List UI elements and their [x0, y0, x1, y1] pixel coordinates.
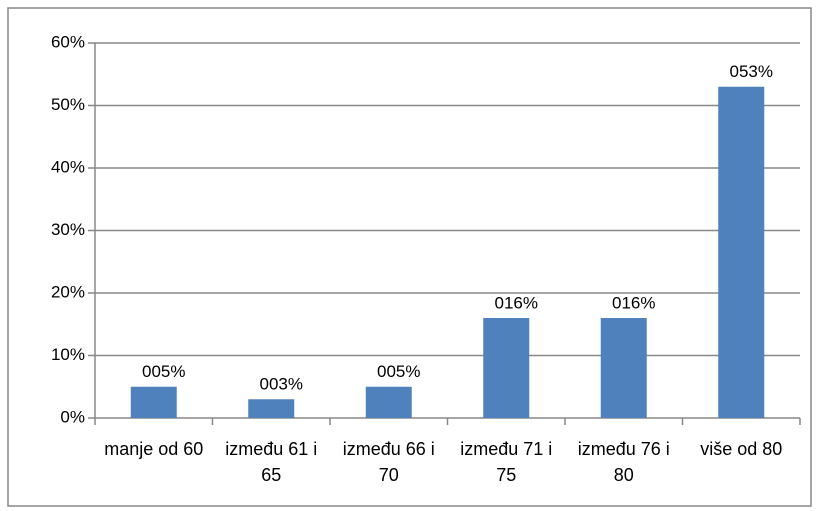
y-tick-label: 20%	[51, 282, 85, 301]
value-label: 003%	[260, 375, 303, 394]
x-tick-label: manje od 60	[104, 439, 204, 459]
x-tick-label: između 71 i 75	[460, 439, 553, 485]
value-label: 016%	[612, 293, 655, 312]
chart-border	[7, 7, 812, 507]
value-label: 005%	[377, 362, 420, 381]
y-tick-label: 10%	[51, 345, 85, 364]
value-label: 005%	[142, 362, 185, 381]
bar	[718, 86, 765, 418]
y-tick-label: 40%	[51, 157, 85, 176]
value-label: 016%	[495, 293, 538, 312]
x-tick-label: više od 80	[700, 439, 783, 459]
y-tick-label: 60%	[51, 32, 85, 51]
y-tick-label: 50%	[51, 95, 85, 114]
bar	[248, 399, 295, 418]
x-tick-label: između 76 i 80	[577, 439, 670, 485]
value-label: 053%	[730, 62, 773, 81]
y-tick-label: 0%	[60, 407, 85, 426]
x-tick-label: između 66 i 70	[342, 439, 435, 485]
y-tick-label: 30%	[51, 220, 85, 239]
bar	[130, 386, 177, 418]
bar	[483, 318, 530, 418]
bar	[365, 386, 412, 418]
bar	[600, 318, 647, 418]
x-tick-label: između 61 i 65	[225, 439, 318, 485]
